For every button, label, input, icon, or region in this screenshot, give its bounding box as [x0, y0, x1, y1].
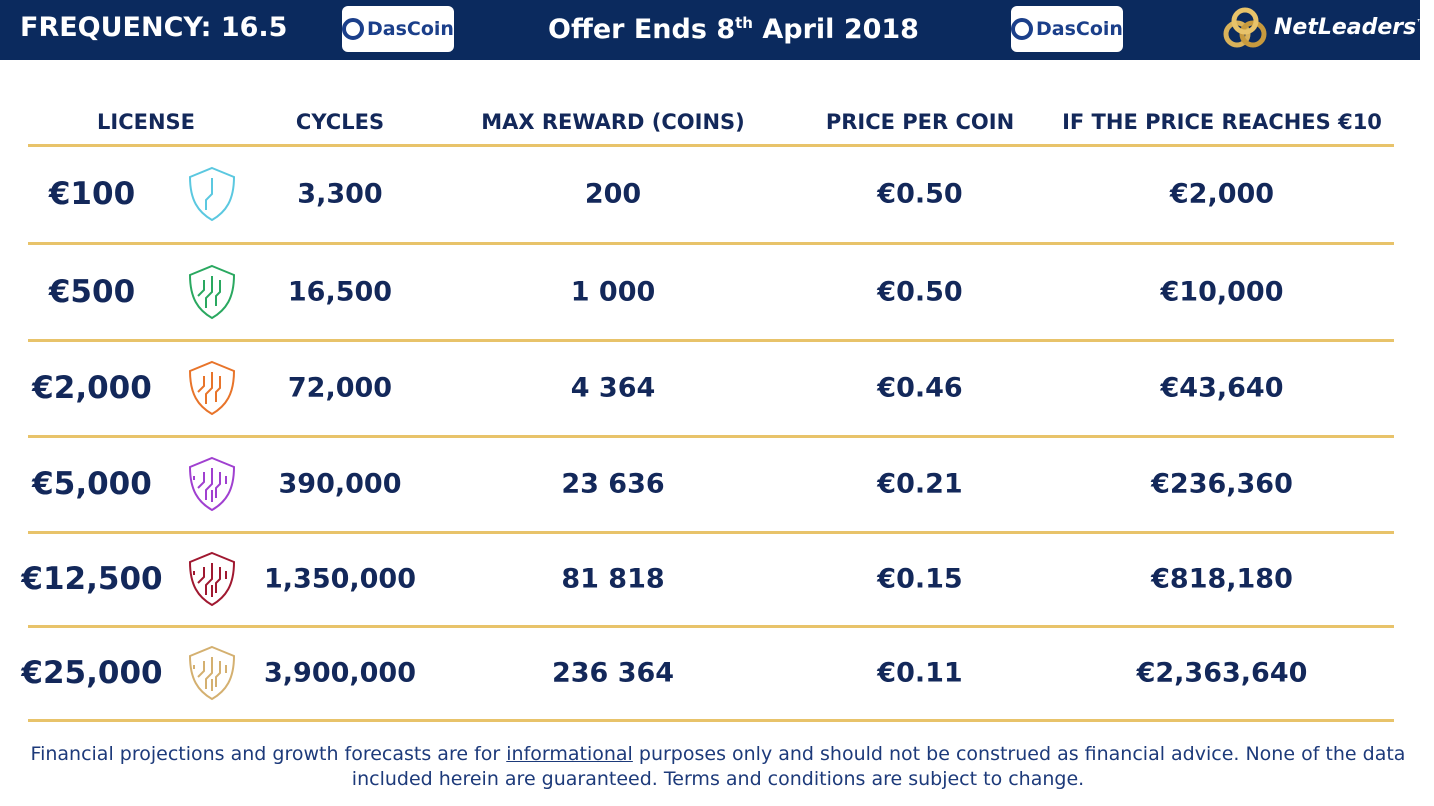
reward: 81 818 — [561, 563, 665, 595]
cycles: 390,000 — [278, 468, 402, 500]
price: €0.46 — [877, 372, 963, 404]
license: €500 — [48, 273, 136, 310]
license: €100 — [48, 176, 136, 212]
icon-stroke — [197, 567, 221, 593]
license-icon — [188, 360, 236, 416]
icon-stroke — [193, 571, 227, 597]
cycles: 72,000 — [287, 372, 393, 404]
row-divider — [28, 719, 1394, 722]
price: €0.11 — [877, 657, 963, 689]
icon-stroke — [205, 275, 213, 308]
frequency: FREQUENCY: 16.5 — [20, 12, 288, 43]
reward: 236 364 — [551, 657, 675, 689]
icon-stroke — [205, 178, 213, 210]
cycles: 3,300 — [297, 178, 383, 210]
license-icon — [188, 264, 236, 319]
price: €0.15 — [877, 563, 963, 595]
icon-stroke — [193, 665, 227, 691]
row-divider — [28, 435, 1394, 438]
license-icon — [188, 645, 236, 701]
icon-stroke — [188, 645, 236, 701]
icon-stroke — [188, 551, 236, 607]
license: €25,000 — [21, 655, 163, 691]
brand-name: NetLeaders — [1274, 15, 1417, 40]
projection: €10,000 — [1160, 276, 1284, 307]
icon-stroke — [188, 166, 236, 222]
reward: 1 000 — [570, 276, 656, 307]
license: €2,000 — [32, 370, 152, 406]
cycles: 1,350,000 — [263, 563, 417, 595]
row-divider — [28, 625, 1394, 628]
reward: 23 636 — [561, 468, 665, 500]
offer-text: Offer Ends 8 — [548, 14, 736, 45]
offer-text: April 2018 — [762, 14, 919, 45]
price: €0.21 — [877, 468, 963, 500]
disclaimer-text: purposes only and should not be construe… — [351, 743, 1406, 790]
license: €12,500 — [21, 561, 163, 597]
projection: €2,000 — [1169, 178, 1275, 210]
icon-stroke — [188, 360, 236, 416]
column-header: LICENSE — [97, 110, 195, 134]
disclaimer: Financial projections and growth forecas… — [30, 742, 1406, 792]
icon-stroke — [197, 472, 221, 498]
cycles: 3,900,000 — [263, 657, 417, 689]
projection: €2,363,640 — [1136, 657, 1308, 689]
brand-icon — [1223, 7, 1267, 48]
logo: DasCoin — [1011, 6, 1123, 52]
reward: 200 — [584, 178, 642, 210]
license-icon — [188, 166, 236, 222]
icon-stroke — [188, 264, 236, 319]
license-icon — [188, 551, 236, 607]
logo: DasCoin — [342, 6, 454, 52]
column-header: PRICE PER COIN — [825, 110, 1015, 134]
icon-stroke — [205, 468, 213, 500]
brand: NetLeaders™ — [1274, 15, 1425, 40]
row-divider — [28, 531, 1394, 534]
row-divider — [28, 339, 1394, 342]
price: €0.50 — [877, 178, 963, 210]
reward: 4 364 — [570, 372, 656, 404]
offer-sup: th — [735, 14, 753, 32]
icon-stroke — [197, 376, 221, 402]
brand-mark: ™ — [1416, 18, 1426, 29]
column-header: CYCLES — [295, 110, 385, 134]
column-header: MAX REWARD (COINS) — [481, 110, 745, 134]
icon-stroke — [197, 279, 221, 306]
column-header: IF THE PRICE REACHES €10 — [1062, 110, 1382, 134]
header-bar — [0, 0, 1420, 60]
icon-stroke — [205, 372, 213, 404]
icon-stroke — [197, 661, 221, 687]
license-icon — [188, 456, 236, 512]
icon-stroke — [193, 476, 227, 502]
projection: €236,360 — [1151, 468, 1293, 500]
icon-stroke — [205, 563, 213, 595]
license: €5,000 — [32, 466, 152, 502]
cycles: 16,500 — [287, 276, 393, 307]
disclaimer-text: Financial projections and growth forecas… — [30, 743, 501, 765]
offer: Offer Ends 8th April 2018 — [548, 14, 919, 45]
icon-stroke — [188, 456, 236, 512]
row-divider — [28, 242, 1394, 245]
price: €0.50 — [877, 276, 963, 307]
icon-stroke — [205, 657, 213, 689]
row-divider — [28, 144, 1394, 147]
disclaimer-link: informational — [506, 743, 633, 765]
projection: €818,180 — [1151, 563, 1293, 595]
projection: €43,640 — [1160, 372, 1284, 404]
